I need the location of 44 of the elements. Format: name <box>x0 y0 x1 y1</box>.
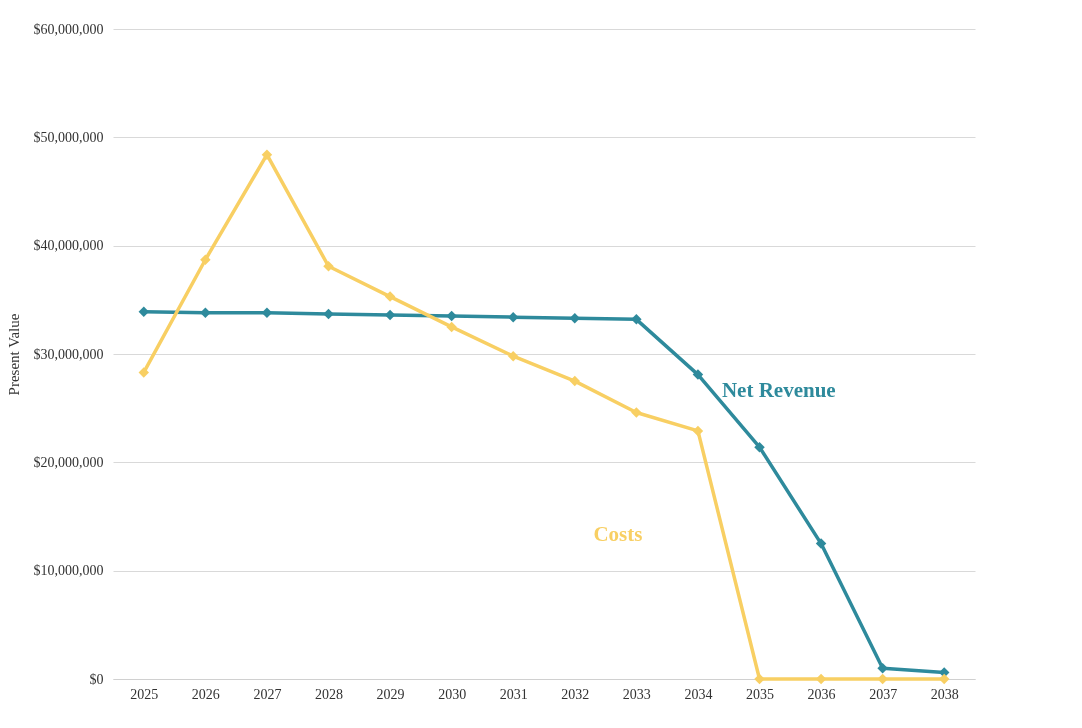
point <box>754 441 765 453</box>
point <box>692 369 704 380</box>
x-tick-label: 2034 <box>684 686 713 702</box>
point <box>692 425 704 437</box>
x-tick-label: 2033 <box>622 686 651 702</box>
x-tick-label: 2028 <box>315 686 343 702</box>
point <box>754 673 765 685</box>
x-tick-label: 2027 <box>253 686 282 702</box>
point <box>631 407 642 418</box>
x-tick-label: 2038 <box>930 686 959 702</box>
point <box>384 291 396 302</box>
y-tick-label: $0 <box>89 671 104 687</box>
point <box>200 307 211 319</box>
point <box>507 350 519 362</box>
point <box>323 261 334 272</box>
point <box>815 538 827 549</box>
point <box>569 375 581 387</box>
point <box>631 314 642 325</box>
y-tick-label: $50,000,000 <box>33 129 104 145</box>
y-tick-label: $20,000,000 <box>33 454 104 470</box>
y-tick-label: $10,000,000 <box>33 563 104 579</box>
x-tick-label: 2036 <box>807 686 836 702</box>
x-tick-label: 2030 <box>438 686 467 702</box>
point <box>877 662 888 674</box>
x-tick-label: 2025 <box>130 686 159 702</box>
x-tick-label: 2029 <box>376 686 405 702</box>
x-tick-label: 2032 <box>561 686 590 702</box>
y-tick-label: $30,000,000 <box>33 346 104 362</box>
point <box>138 367 150 378</box>
point <box>446 321 457 333</box>
series-label: Net Revenue <box>721 377 836 402</box>
y-tick-label: $40,000,000 <box>33 238 104 254</box>
x-tick-label: 2035 <box>746 686 774 702</box>
x-tick-label: 2031 <box>499 686 528 702</box>
y-tick-label: $60,000,000 <box>33 21 104 37</box>
point <box>261 149 273 160</box>
point <box>877 673 888 685</box>
point <box>323 308 334 320</box>
x-tick-label: 2026 <box>191 686 220 702</box>
x-tick-label: 2037 <box>869 686 898 702</box>
y-axis-title: Present Value <box>5 313 22 396</box>
point <box>446 310 457 322</box>
point <box>200 254 211 265</box>
text: Costs <box>593 521 643 546</box>
